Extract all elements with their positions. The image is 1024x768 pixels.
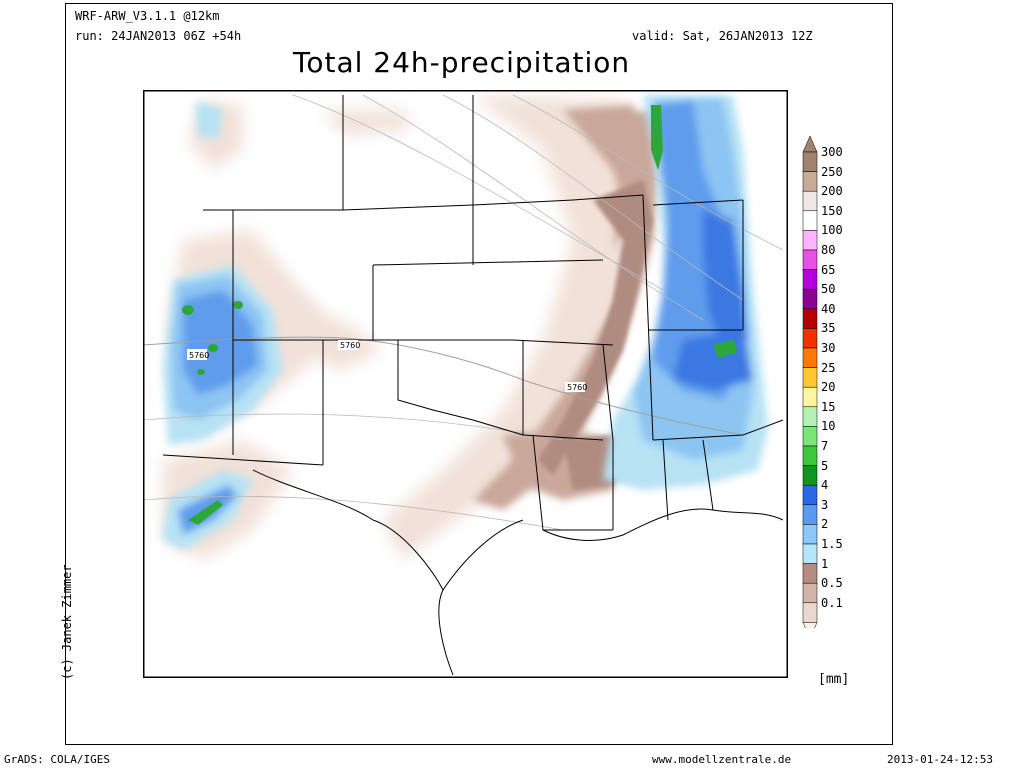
credit-label: (c) Janek Zimmer — [60, 564, 74, 680]
legend-label-30: 30 — [821, 341, 836, 355]
legend-label-2: 2 — [821, 517, 829, 532]
chart-title: Total 24h-precipitation — [293, 46, 631, 79]
legend-swatch-0.1 — [802, 602, 818, 623]
model-label: WRF-ARW_V3.1.1 @12km — [75, 9, 220, 23]
mexico-border — [252, 469, 444, 591]
gulf-coastline — [542, 508, 784, 541]
contour-label-2: 5760 — [340, 341, 360, 350]
legend-label-5: 5 — [821, 458, 829, 473]
legend-label-0.5: 0.5 — [821, 576, 843, 591]
legend-label-150: 150 — [821, 203, 843, 218]
legend-swatch-1.5 — [802, 543, 818, 564]
west-green-precip — [182, 301, 243, 525]
legend-label-10: 10 — [821, 419, 836, 434]
legend-label-15: 15 — [821, 399, 836, 414]
legend-swatch-300 — [802, 151, 818, 172]
legend-label-200: 200 — [821, 184, 843, 199]
footer-timestamp: 2013-01-24-12:53 — [887, 753, 993, 766]
footer-software-credit: GrADS: COLA/IGES — [4, 753, 110, 766]
legend-swatch-250 — [802, 171, 818, 192]
contour-label-3: 5760 — [567, 383, 587, 392]
legend-label-300: 300 — [821, 145, 843, 159]
map-border — [143, 90, 788, 678]
legend-swatch-15 — [802, 406, 818, 427]
legend-swatch-10 — [802, 426, 818, 447]
legend-label-25: 25 — [821, 360, 836, 375]
east-green-precip — [651, 105, 738, 358]
legend-swatch-0.5 — [802, 582, 818, 604]
legend-swatch-35 — [802, 328, 818, 349]
precipitation-color-legend — [802, 136, 818, 628]
geopotential-contour — [143, 336, 744, 436]
legend-label-20: 20 — [821, 380, 836, 395]
legend-label-7: 7 — [821, 439, 829, 453]
legend-label-100: 100 — [821, 223, 843, 238]
legend-swatch-150 — [802, 210, 818, 231]
legend-swatch-80 — [802, 249, 818, 270]
legend-label-1.5: 1.5 — [821, 537, 843, 551]
legend-swatch-4 — [802, 484, 818, 506]
contour-label-1: 5760 — [189, 351, 209, 360]
legend-label-3: 3 — [821, 497, 829, 512]
footer-website: www.modellzentrale.de — [652, 753, 792, 766]
legend-swatch-40 — [802, 308, 818, 329]
legend-top-arrow — [802, 136, 818, 153]
legend-swatch-5 — [802, 465, 818, 486]
legend-label-35: 35 — [821, 321, 836, 336]
valid-time-label: valid: Sat, 26JAN2013 12Z — [632, 29, 813, 43]
legend-label-250: 250 — [821, 164, 843, 179]
legend-swatch-2 — [802, 524, 818, 545]
legend-swatch-25 — [802, 367, 818, 388]
legend-label-0.1: 0.1 — [821, 595, 843, 610]
legend-swatch-3 — [802, 504, 818, 525]
legend-label-40: 40 — [821, 301, 836, 316]
legend-label-50: 50 — [821, 282, 836, 297]
legend-swatch-200 — [802, 190, 818, 212]
state-boundaries — [162, 95, 784, 531]
legend-swatch-65 — [802, 269, 818, 290]
plot-frame — [65, 3, 893, 745]
legend-label-4: 4 — [821, 478, 829, 493]
height-contours — [143, 94, 784, 531]
legend-label-80: 80 — [821, 243, 836, 257]
contour-label-box-3 — [565, 382, 585, 392]
legend-swatch-100 — [802, 230, 818, 251]
legend-swatch-20 — [802, 386, 818, 408]
run-label: run: 24JAN2013 06Z +54h — [75, 29, 242, 43]
legend-swatch-30 — [802, 347, 818, 368]
precipitation-map: 5760 5760 5760 — [143, 90, 788, 678]
legend-unit-label: [mm] — [818, 672, 850, 687]
legend-swatch-7 — [802, 445, 818, 466]
contour-label-box-2 — [338, 340, 358, 350]
legend-label-65: 65 — [821, 262, 836, 277]
legend-swatch-50 — [802, 288, 818, 310]
east-blue-precip — [603, 95, 768, 490]
contour-label-box-1 — [187, 349, 207, 360]
legend-label-1: 1 — [821, 556, 829, 571]
legend-swatch-1 — [802, 563, 818, 584]
legend-bottom-arrow — [802, 622, 818, 628]
